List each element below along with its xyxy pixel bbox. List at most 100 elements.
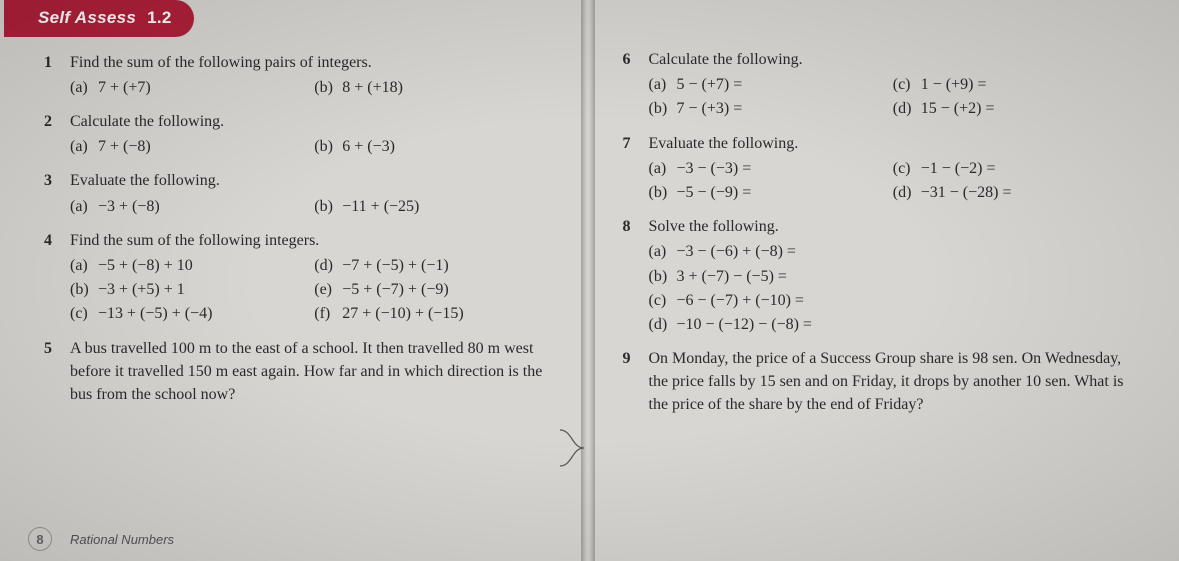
part-label: (a) (649, 157, 677, 180)
question-number: 2 (44, 110, 70, 159)
question-body: Calculate the following.(a)5 − (+7) =(c)… (649, 48, 1138, 122)
part-label: (b) (314, 76, 342, 99)
question-number: 1 (44, 51, 70, 100)
part-label: (c) (893, 73, 921, 96)
part-label: (b) (649, 97, 677, 120)
question-parts: (a)−3 − (−3) = (c)−1 − (−2) = (b)−5 − (−9)… (649, 157, 1138, 205)
page-footer: 8 Rational Numbers (28, 527, 174, 551)
question: 4Find the sum of the following integers.… (44, 229, 559, 327)
question-parts: (a)5 − (+7) =(c)1 − (+9) =(b)7 − (+3) =(… (649, 73, 1138, 121)
part-label: (b) (649, 265, 677, 288)
question-part: (b)−5 − (−9) = (649, 181, 893, 204)
footer-title: Rational Numbers (70, 532, 174, 547)
right-question-list: 6Calculate the following.(a)5 − (+7) =(c… (623, 48, 1138, 419)
question-body: Evaluate the following.(a)−3 + (−8)(b)−1… (70, 169, 559, 218)
question-part: (b)7 − (+3) = (649, 97, 893, 120)
part-expression: −10 − (−12) − (−8) = (677, 313, 812, 336)
part-expression: 1 − (+9) = (921, 73, 987, 96)
part-label: (a) (649, 240, 677, 263)
part-expression: 27 + (−10) + (−15) (342, 302, 463, 325)
question-stem: Calculate the following. (70, 110, 559, 133)
part-label: (a) (70, 254, 98, 277)
question-parts: (a)−5 + (−8) + 10(d)−7 + (−5) + (−1)(b)−… (70, 254, 559, 327)
part-label: (b) (314, 195, 342, 218)
question-stem: Find the sum of the following pairs of i… (70, 51, 559, 74)
question-stem: Find the sum of the following integers. (70, 229, 559, 252)
part-expression: −5 + (−8) + 10 (98, 254, 193, 277)
part-label: (b) (70, 278, 98, 301)
question-number: 3 (44, 169, 70, 218)
part-label: (c) (893, 157, 921, 180)
question-body: Solve the following.(a)−3 − (−6) + (−8) … (649, 215, 1138, 337)
part-expression: −31 − (−28) = (921, 181, 1012, 204)
question-part: (b)−11 + (−25) (314, 195, 558, 218)
badge-number: 1.2 (147, 8, 172, 27)
part-expression: −5 + (−7) + (−9) (342, 278, 448, 301)
part-label: (b) (649, 181, 677, 204)
part-expression: 15 − (+2) = (921, 97, 995, 120)
question-part: (a)−3 + (−8) (70, 195, 314, 218)
question-body: Evaluate the following.(a)−3 − (−3) = (c)… (649, 132, 1138, 206)
question-number: 4 (44, 229, 70, 327)
question: 9On Monday, the price of a Success Group… (623, 347, 1138, 419)
part-expression: −11 + (−25) (342, 195, 419, 218)
question-body: Find the sum of the following integers.(… (70, 229, 559, 327)
question-part: (b)8 + (+18) (314, 76, 558, 99)
part-label: (d) (893, 181, 921, 204)
part-label: (b) (314, 135, 342, 158)
question-part: (f)27 + (−10) + (−15) (314, 302, 558, 325)
part-label: (a) (70, 76, 98, 99)
part-expression: 8 + (+18) (342, 76, 403, 99)
part-expression: 3 + (−7) − (−5) = (677, 265, 787, 288)
question-part: (a)−3 − (−6) + (−8) = (649, 240, 1138, 263)
part-expression: −1 − (−2) = (921, 157, 996, 180)
part-expression: 7 + (−8) (98, 135, 151, 158)
left-page: Self Assess 1.2 1Find the sum of the fol… (4, 0, 581, 561)
question-stem: Evaluate the following. (649, 132, 1138, 155)
question: 3Evaluate the following.(a)−3 + (−8)(b)−… (44, 169, 559, 218)
part-label: (c) (70, 302, 98, 325)
question-part: (c)−6 − (−7) + (−10) = (649, 289, 1138, 312)
question-part: (b)6 + (−3) (314, 135, 558, 158)
part-expression: −3 + (+5) + 1 (98, 278, 185, 301)
part-expression: −3 − (−3) = (677, 157, 752, 180)
question: 5A bus travelled 100 m to the east of a … (44, 337, 559, 409)
question-number: 9 (623, 347, 649, 419)
question-number: 8 (623, 215, 649, 337)
question-part: (c)−13 + (−5) + (−4) (70, 302, 314, 325)
question-stem: Evaluate the following. (70, 169, 559, 192)
right-page: 6Calculate the following.(a)5 − (+7) =(c… (595, 0, 1162, 561)
part-label: (d) (314, 254, 342, 277)
part-label: (d) (893, 97, 921, 120)
question: 8Solve the following.(a)−3 − (−6) + (−8)… (623, 215, 1138, 337)
part-expression: 7 + (+7) (98, 76, 151, 99)
part-expression: −3 − (−6) + (−8) = (677, 240, 796, 263)
question-body: A bus travelled 100 m to the east of a s… (70, 337, 559, 409)
question-body: Find the sum of the following pairs of i… (70, 51, 559, 100)
part-expression: 6 + (−3) (342, 135, 395, 158)
question: 1Find the sum of the following pairs of … (44, 51, 559, 100)
question: 6Calculate the following.(a)5 − (+7) =(c… (623, 48, 1138, 122)
question-part: (b)−3 + (+5) + 1 (70, 278, 314, 301)
question-parts: (a)−3 − (−6) + (−8) =(b)3 + (−7) − (−5) … (649, 240, 1138, 337)
question-stem: On Monday, the price of a Success Group … (649, 347, 1138, 417)
badge-title: Self Assess (38, 8, 136, 27)
question-parts: (a)7 + (−8)(b)6 + (−3) (70, 135, 559, 159)
question-stem: Calculate the following. (649, 48, 1138, 71)
left-question-list: 1Find the sum of the following pairs of … (44, 51, 559, 408)
question-part: (a)5 − (+7) = (649, 73, 893, 96)
part-label: (a) (70, 195, 98, 218)
part-label: (d) (649, 313, 677, 336)
book-spine (581, 0, 595, 561)
question-parts: (a)7 + (+7) (b)8 + (+18) (70, 76, 559, 100)
part-expression: −3 + (−8) (98, 195, 160, 218)
part-label: (c) (649, 289, 677, 312)
question-stem: A bus travelled 100 m to the east of a s… (70, 337, 559, 407)
question-part: (d)−7 + (−5) + (−1) (314, 254, 558, 277)
question-stem: Solve the following. (649, 215, 1138, 238)
question-part: (a)7 + (−8) (70, 135, 314, 158)
part-expression: 7 − (+3) = (677, 97, 743, 120)
question-part: (a)−5 + (−8) + 10 (70, 254, 314, 277)
question-number: 7 (623, 132, 649, 206)
question: 7Evaluate the following.(a)−3 − (−3) = (c… (623, 132, 1138, 206)
